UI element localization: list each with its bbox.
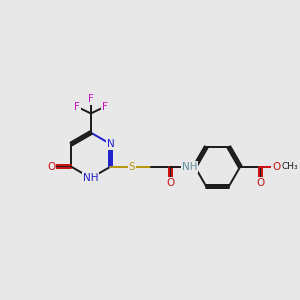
Text: S: S [128,162,135,172]
Text: O: O [272,162,281,172]
Text: F: F [102,102,108,112]
Text: NH: NH [83,173,99,183]
Text: N: N [106,139,114,149]
Text: F: F [74,102,80,112]
Text: F: F [88,94,94,104]
Text: NH: NH [182,162,197,172]
Text: O: O [256,178,264,188]
Text: CH₃: CH₃ [282,162,298,171]
Text: O: O [47,162,55,172]
Text: O: O [166,178,174,188]
